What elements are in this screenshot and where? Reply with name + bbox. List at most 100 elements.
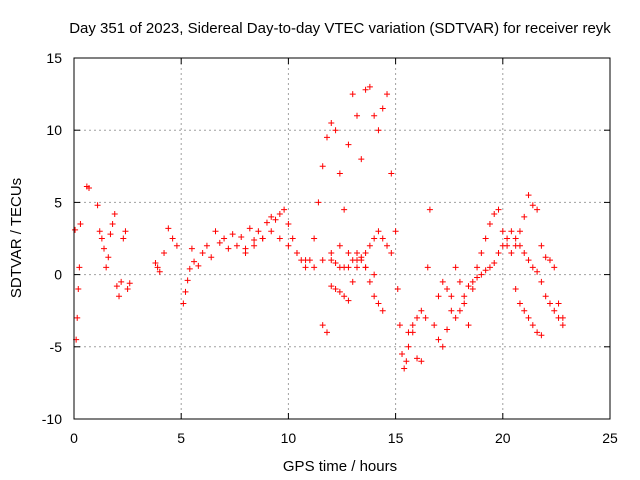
- data-point: [512, 235, 519, 242]
- data-point: [495, 206, 502, 213]
- data-point: [525, 192, 532, 199]
- data-point: [422, 314, 429, 321]
- data-point: [255, 228, 262, 235]
- data-point: [512, 286, 519, 293]
- data-point: [521, 213, 528, 220]
- data-point: [328, 283, 335, 290]
- data-point: [418, 307, 425, 314]
- y-axis-label: SDTVAR / TECUs: [8, 178, 25, 298]
- data-point: [486, 221, 493, 228]
- data-point: [233, 242, 240, 249]
- data-point: [362, 249, 369, 256]
- data-point: [203, 242, 210, 249]
- data-point: [499, 242, 506, 249]
- data-point: [456, 307, 463, 314]
- data-point: [341, 206, 348, 213]
- data-point: [424, 264, 431, 271]
- y-tick-label: 5: [54, 194, 62, 210]
- data-point: [184, 277, 191, 284]
- data-point: [499, 228, 506, 235]
- data-point: [107, 231, 114, 238]
- data-point: [354, 257, 361, 264]
- data-point: [328, 257, 335, 264]
- data-point: [268, 228, 275, 235]
- data-point: [126, 280, 133, 287]
- data-point: [362, 86, 369, 93]
- data-point: [345, 249, 352, 256]
- data-point: [77, 221, 84, 228]
- data-point: [120, 235, 127, 242]
- data-point: [302, 264, 309, 271]
- data-point: [516, 228, 523, 235]
- data-point: [173, 242, 180, 249]
- data-point: [101, 245, 108, 252]
- data-point: [216, 239, 223, 246]
- x-tick-label: 15: [388, 430, 404, 446]
- data-point: [538, 242, 545, 249]
- data-point: [508, 249, 515, 256]
- data-point: [555, 300, 562, 307]
- data-point: [319, 322, 326, 329]
- data-point: [328, 249, 335, 256]
- data-point: [491, 260, 498, 267]
- data-point: [482, 267, 489, 274]
- data-point: [366, 242, 373, 249]
- data-point: [478, 271, 485, 278]
- data-point: [311, 235, 318, 242]
- x-tick-label: 0: [70, 430, 78, 446]
- data-point: [336, 288, 343, 295]
- data-point: [323, 329, 330, 336]
- data-point: [461, 300, 468, 307]
- data-point: [375, 300, 382, 307]
- data-point: [534, 268, 541, 275]
- data-point: [379, 105, 386, 112]
- data-point: [341, 293, 348, 300]
- data-point: [154, 264, 161, 271]
- data-point: [191, 258, 198, 265]
- data-point: [188, 245, 195, 252]
- x-tick-label: 20: [495, 430, 511, 446]
- data-point: [491, 210, 498, 217]
- data-point: [302, 257, 309, 264]
- data-point: [98, 235, 105, 242]
- data-point: [259, 235, 266, 242]
- data-point: [332, 286, 339, 293]
- data-point: [474, 264, 481, 271]
- data-point: [371, 235, 378, 242]
- data-point: [349, 278, 356, 285]
- data-point: [388, 170, 395, 177]
- data-point: [529, 202, 536, 209]
- data-point: [414, 355, 421, 362]
- data-point: [124, 286, 131, 293]
- data-point: [516, 242, 523, 249]
- data-point: [354, 249, 361, 256]
- data-point: [152, 260, 159, 267]
- data-point: [504, 235, 511, 242]
- plot-frame: [73, 57, 611, 420]
- data-point: [182, 288, 189, 295]
- data-point: [105, 254, 112, 261]
- data-point: [358, 254, 365, 261]
- data-point: [546, 257, 553, 264]
- data-point: [534, 329, 541, 336]
- data-point: [109, 221, 116, 228]
- y-tick-label: -5: [50, 339, 63, 355]
- data-point: [122, 228, 129, 235]
- data-point: [285, 242, 292, 249]
- y-tick-label: -10: [42, 411, 62, 427]
- x-tick-label: 5: [177, 430, 185, 446]
- data-point: [379, 307, 386, 314]
- data-point: [444, 326, 451, 333]
- data-point: [221, 235, 228, 242]
- data-point: [435, 293, 442, 300]
- data-point: [165, 225, 172, 232]
- data-point: [516, 300, 523, 307]
- data-point: [246, 225, 253, 232]
- data-point: [332, 127, 339, 134]
- data-point: [431, 322, 438, 329]
- data-point: [285, 221, 292, 228]
- data-point: [559, 322, 566, 329]
- data-point: [461, 293, 468, 300]
- axis-ticks: [73, 57, 611, 420]
- chart-title: Day 351 of 2023, Sidereal Day-to-day VTE…: [69, 20, 611, 37]
